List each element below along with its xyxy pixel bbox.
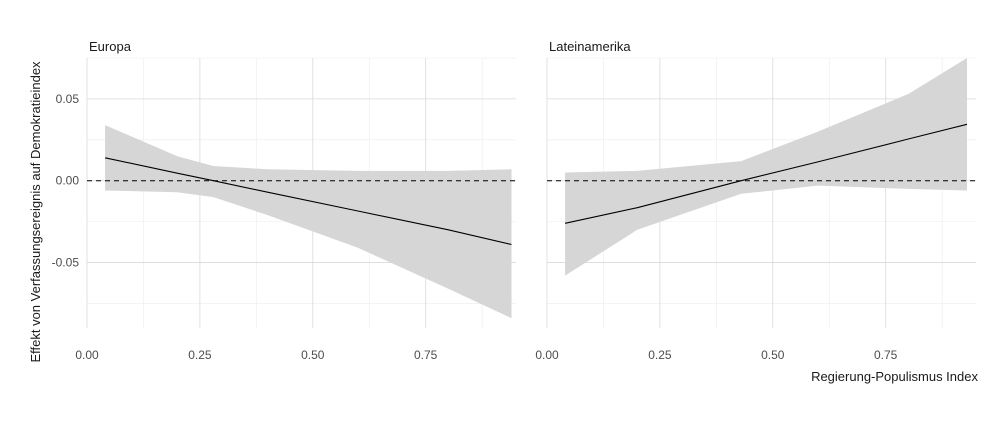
estimate-line — [564, 123, 968, 224]
x-tick-label: 0.00 — [535, 348, 559, 362]
panel-title: Lateinamerika — [549, 39, 631, 54]
x-tick-label: 0.50 — [761, 348, 785, 362]
x-tick-label: 0.75 — [414, 348, 438, 362]
y-tick-label: -0.05 — [52, 256, 80, 270]
x-tick-label: 0.25 — [188, 348, 212, 362]
panel-0: Europa 0.00 0.25 0.50 0.75 0.05 0.00 -0.05 — [52, 39, 516, 362]
y-axis-label: Effekt von Verfassungsereignis auf Demok… — [28, 61, 43, 363]
x-axis-label: Regierung-Populismus Index — [811, 369, 978, 384]
x-tick-label: 0.25 — [648, 348, 672, 362]
confidence-band — [565, 58, 967, 276]
estimate-line — [104, 157, 512, 246]
x-tick-label: 0.75 — [874, 348, 898, 362]
confidence-band — [105, 125, 512, 319]
y-tick-label: 0.00 — [56, 174, 80, 188]
panel-1: Lateinamerika 0.00 0.25 0.50 0.75 — [535, 39, 976, 362]
y-tick-label: 0.05 — [56, 92, 80, 106]
panel-title: Europa — [89, 39, 132, 54]
x-tick-label: 0.50 — [301, 348, 325, 362]
x-tick-label: 0.00 — [75, 348, 99, 362]
